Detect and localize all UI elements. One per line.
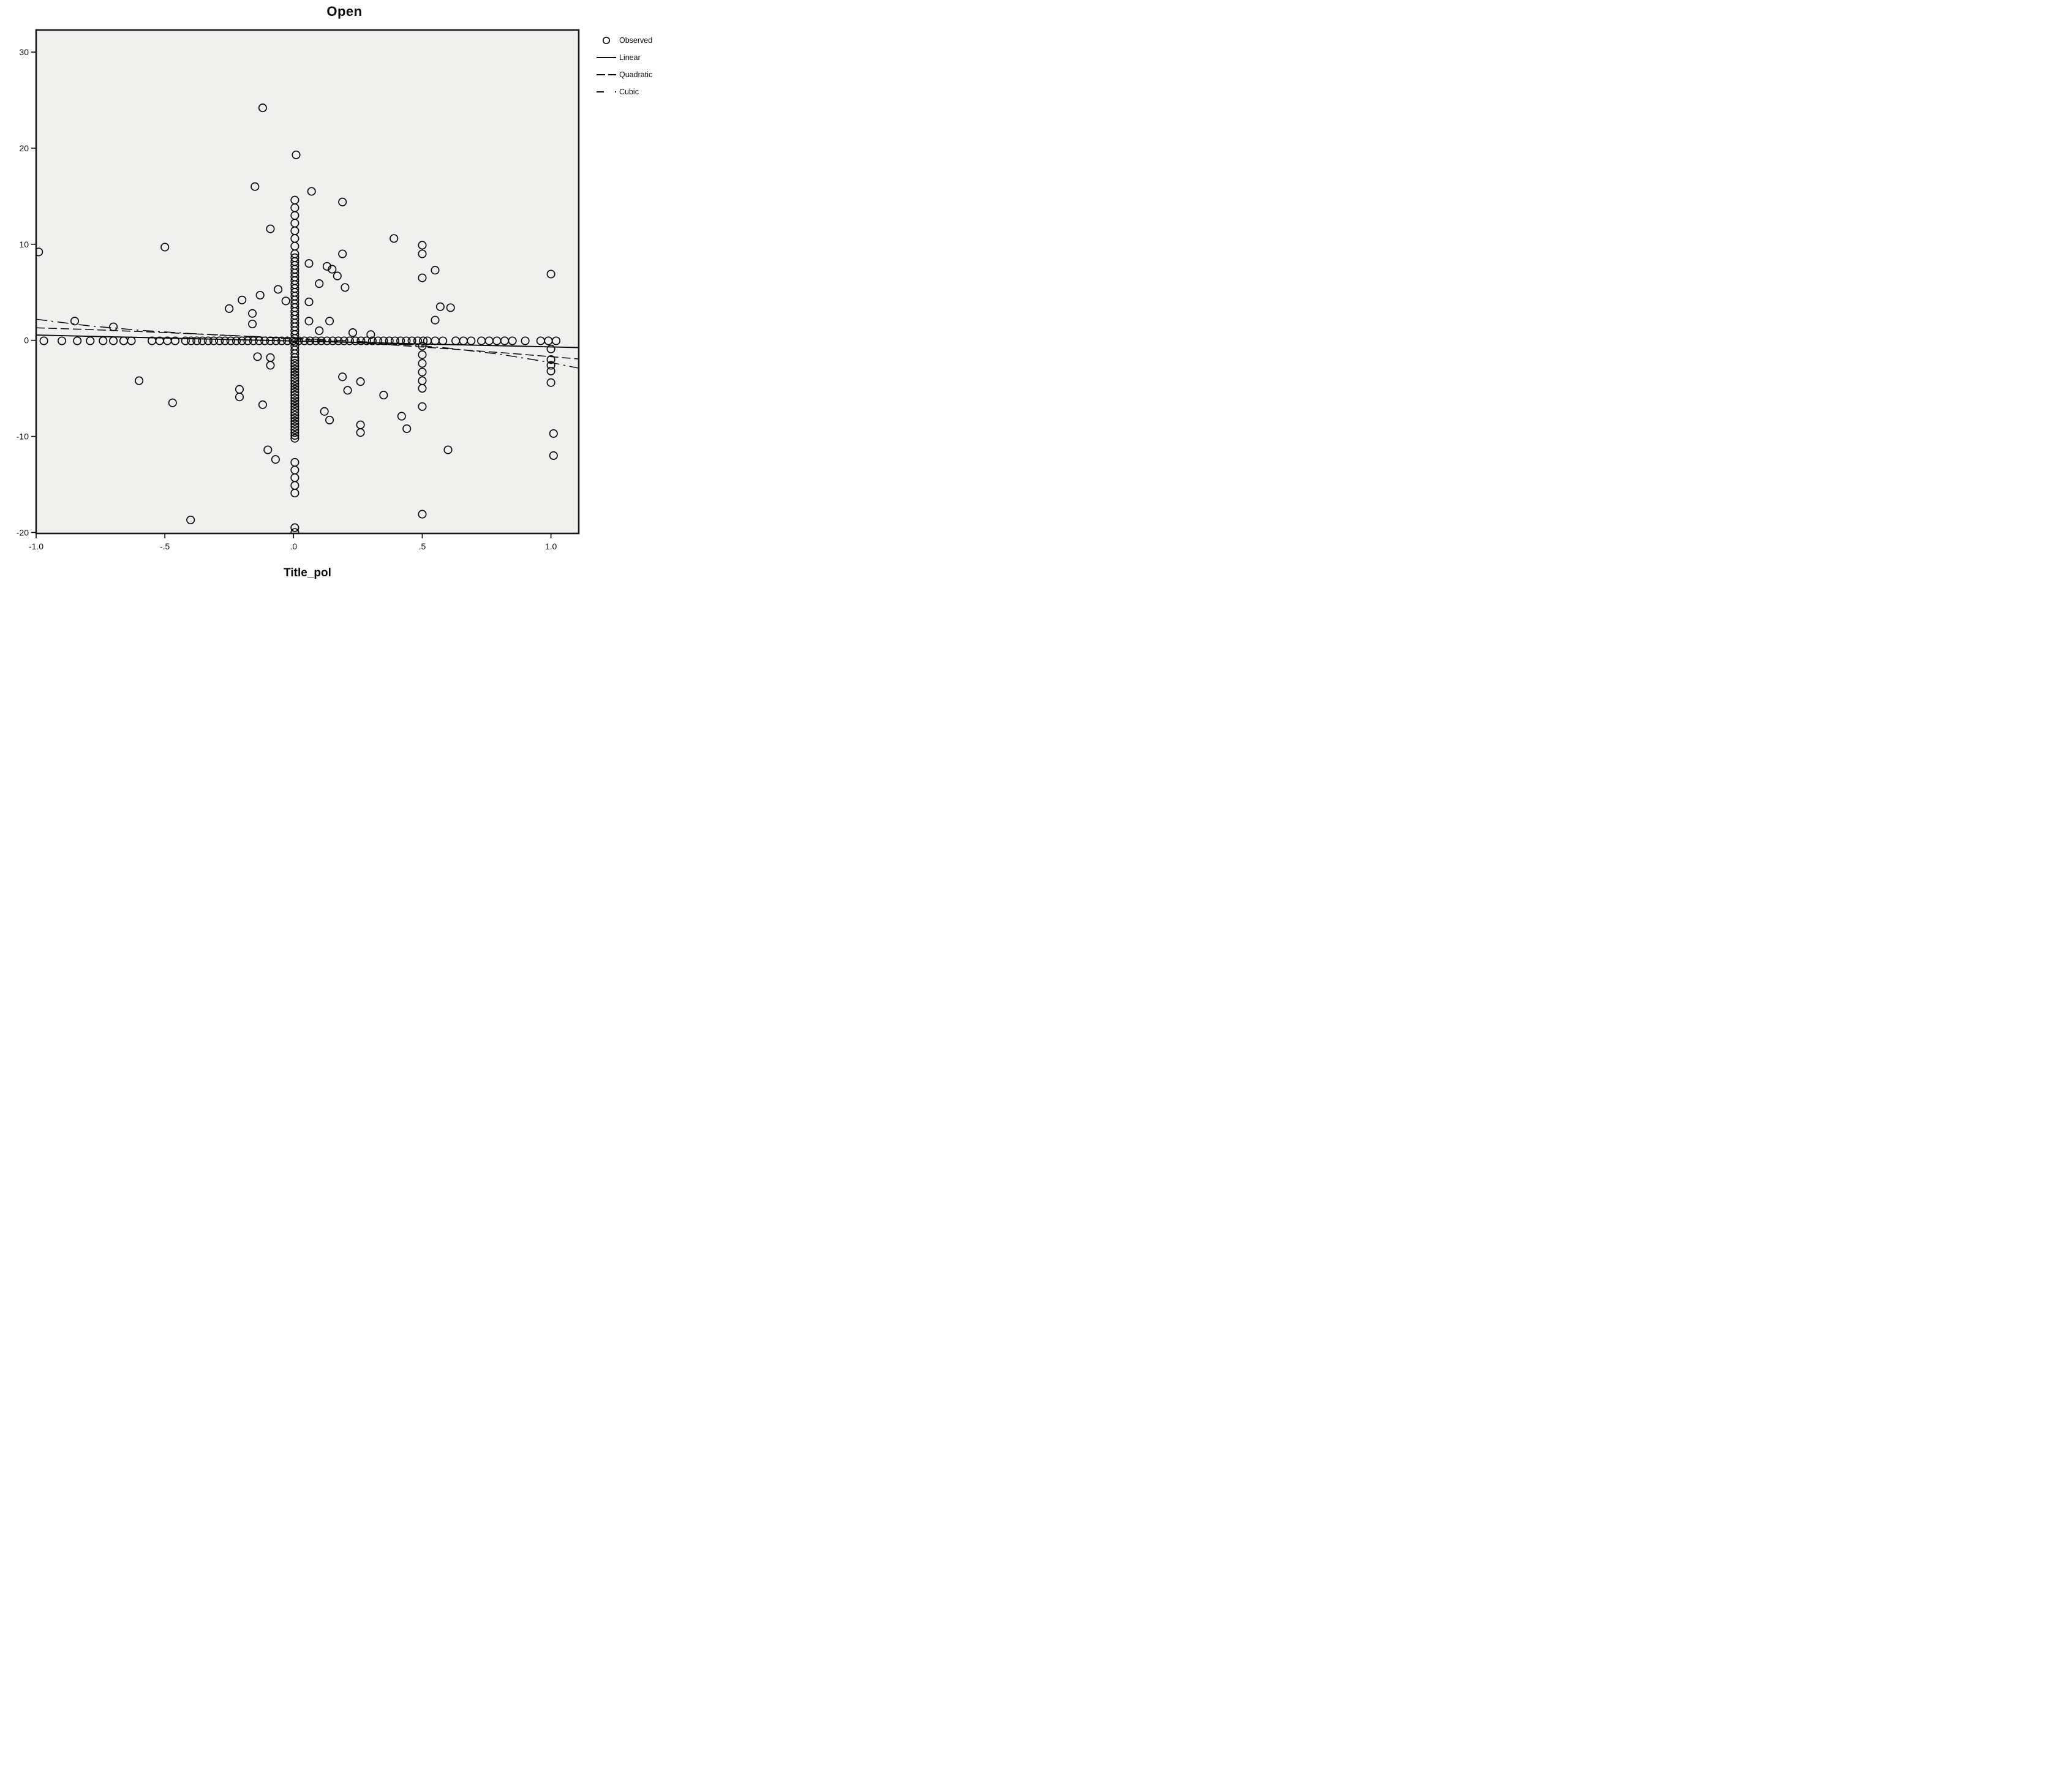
x-axis-ticks: -1.0 -.5 .0 .5 1.0 <box>29 534 557 551</box>
legend-label: Observed <box>619 36 653 45</box>
cubic-fit-line <box>36 318 579 369</box>
x-tick-label: 1.0 <box>545 541 557 551</box>
plot-area: -1.0 -.5 .0 .5 1.0 30 20 10 0 -10 -20 <box>17 29 580 551</box>
legend-item-cubic: Cubic <box>596 83 652 100</box>
fit-lines <box>36 318 579 369</box>
legend-label: Quadratic <box>619 70 653 79</box>
observed-marker-icon <box>596 36 617 45</box>
x-axis-label: Title_pol <box>284 567 331 579</box>
legend: Observed Linear Quadratic Cubic <box>596 32 652 100</box>
y-tick-label: 20 <box>19 143 29 153</box>
x-tick-label: .5 <box>419 541 426 551</box>
plot-frame <box>35 29 580 535</box>
y-tick-label: -10 <box>17 432 29 442</box>
y-tick-label: -20 <box>17 527 29 537</box>
observed-points <box>36 104 561 534</box>
legend-item-observed: Observed <box>596 32 652 49</box>
plot-background <box>36 30 579 533</box>
x-tick-label: -1.0 <box>29 541 43 551</box>
legend-item-quadratic: Quadratic <box>596 66 652 83</box>
x-tick-label: -.5 <box>160 541 170 551</box>
chart-title: Open <box>326 4 363 19</box>
quadratic-fit-line <box>36 327 579 360</box>
spss-curve-estimation-figure: -1.0 -.5 .0 .5 1.0 30 20 10 0 -10 -20 Open Observe… <box>0 0 689 597</box>
linear-line-sample-icon <box>596 53 617 62</box>
quadratic-line-sample-icon <box>596 70 617 80</box>
x-tick-label: .0 <box>290 541 297 551</box>
legend-label: Cubic <box>619 88 639 96</box>
y-axis-ticks: 30 20 10 0 -10 -20 <box>17 47 36 537</box>
cubic-line-sample-icon <box>596 87 617 97</box>
legend-label: Linear <box>619 53 641 62</box>
y-tick-label: 30 <box>19 47 29 57</box>
linear-fit-line <box>36 334 579 348</box>
legend-item-linear: Linear <box>596 49 652 66</box>
y-tick-label: 10 <box>19 239 29 249</box>
y-tick-label: 0 <box>24 336 29 345</box>
